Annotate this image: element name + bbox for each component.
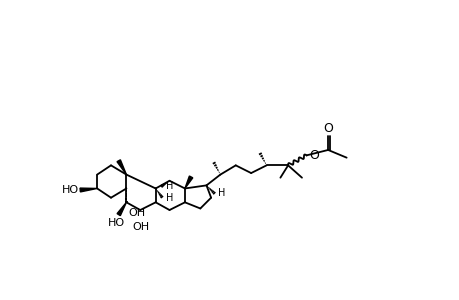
Polygon shape [117,160,126,175]
Text: H: H [165,181,173,191]
Text: O: O [308,149,318,162]
Text: OH: OH [132,222,149,232]
Text: HO: HO [62,185,78,195]
Polygon shape [117,202,126,216]
Text: H: H [165,193,173,203]
Text: HO: HO [107,218,125,229]
Text: H: H [218,188,225,198]
Polygon shape [80,188,97,192]
Text: O: O [323,122,332,135]
Polygon shape [185,176,192,188]
Text: OH: OH [129,208,146,218]
